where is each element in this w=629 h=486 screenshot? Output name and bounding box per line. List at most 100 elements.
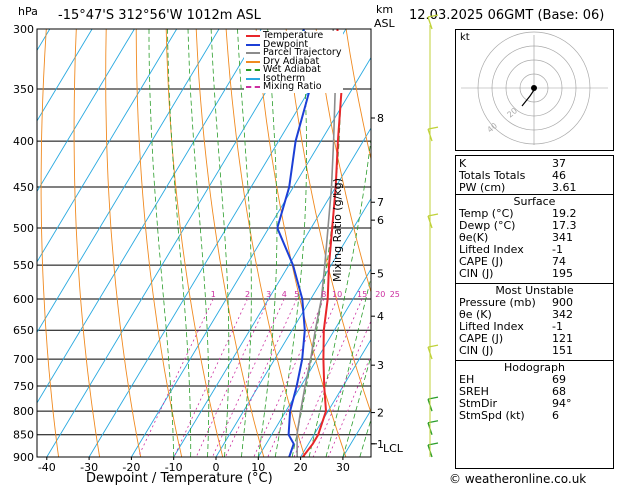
pressure-tick-650: 650 [13, 324, 34, 337]
series-parcel-trajectory [296, 29, 337, 457]
index-label: θe (K) [459, 308, 492, 321]
legend-swatch [246, 43, 260, 46]
x-tick--20: -20 [122, 461, 140, 474]
hodograph-table: EH 69 SREH 68 StmDir 94° StmSpd (kt) 6 [456, 374, 613, 422]
index-row: SREH 68 [456, 386, 613, 398]
mixing-ratio-label-15: 15 [357, 290, 367, 299]
index-value: 68 [552, 385, 566, 398]
wet-adiabat [342, 354, 371, 457]
index-row: Totals Totals 46 [456, 170, 613, 182]
isotherm-10 [257, 268, 371, 457]
dry-adiabat [40, 29, 60, 457]
mixing-ratio-label-2: 2 [245, 290, 250, 299]
index-label: CIN (J) [459, 344, 494, 357]
hodograph-ring-label-40: 40 [486, 121, 500, 134]
index-row: PW (cm) 3.61 [456, 182, 613, 194]
dry-adiabat [255, 29, 347, 457]
legend-swatch [246, 60, 260, 63]
legend-label: Isotherm [263, 72, 306, 84]
km-tick-4: 4 [377, 310, 384, 323]
legend-swatch [246, 86, 260, 89]
isotherm-0 [215, 197, 371, 457]
hodograph-panel: kt 20 40 [455, 29, 614, 151]
pressure-tick-700: 700 [13, 353, 34, 366]
wet-adiabat [237, 29, 252, 457]
index-row: θe(K) 341 [456, 232, 613, 244]
surface-title: Surface [513, 195, 556, 208]
mixing-ratio-line-3 [195, 298, 270, 457]
indices-top-table: K 37 Totals Totals 46 PW (cm) 3.61 [456, 158, 613, 194]
most-unstable-title: Most Unstable [495, 284, 574, 297]
legend-item-dry-adiabat: Dry Adiabat [246, 57, 341, 67]
index-value: 900 [552, 296, 573, 309]
x-tick--40: -40 [38, 461, 56, 474]
index-label: PW (cm) [459, 181, 506, 194]
index-label: Lifted Index [459, 243, 524, 256]
index-row: StmSpd (kt) 6 [456, 410, 613, 422]
dry-adiabat [345, 29, 371, 161]
index-row: EH 69 [456, 374, 613, 386]
mixing-ratio-line-1 [137, 298, 214, 457]
index-value: 342 [552, 308, 573, 321]
index-label: Pressure (mb) [459, 296, 536, 309]
mixing-ratio-label-10: 10 [332, 290, 342, 299]
legend-item-dewpoint: Dewpoint [246, 40, 341, 50]
dry-adiabat [135, 29, 183, 457]
x-tick--10: -10 [165, 461, 183, 474]
pressure-tick-350: 350 [13, 83, 34, 96]
pressure-tick-800: 800 [13, 405, 34, 418]
index-label: StmDir [459, 397, 498, 410]
index-label: SREH [459, 385, 489, 398]
km-tick-1: 1 [377, 438, 384, 451]
surface-table: Temp (°C) 19.2 Dewp (°C) 17.3 θe(K) 341 Lifted… [456, 208, 613, 280]
mixing-ratio-label-25: 25 [390, 290, 400, 299]
indices-panel: K 37 Totals Totals 46 PW (cm) 3.61 Surface Te… [455, 155, 614, 469]
series-temperature [301, 29, 343, 457]
wet-adiabat [325, 275, 371, 457]
x-tick-20: 20 [294, 461, 308, 474]
legend-item-wet-adiabat: Wet Adiabat [246, 64, 341, 75]
km-tick-7: 7 [377, 196, 384, 209]
index-label: CAPE (J) [459, 332, 504, 345]
index-value: 69 [552, 373, 566, 386]
isotherm--60 [37, 29, 220, 334]
index-label: Temp (°C) [459, 207, 514, 220]
copyright: © weatheronline.co.uk [449, 472, 587, 486]
pressure-tick-450: 450 [13, 181, 34, 194]
index-value: 341 [552, 231, 573, 244]
hpa-label: hPa [18, 5, 38, 18]
hodograph-storm-marker [531, 85, 537, 91]
wind-barb [427, 16, 433, 30]
pressure-tick-850: 850 [13, 429, 34, 442]
wet-adiabat [167, 29, 192, 457]
plot-frame [36, 28, 372, 458]
index-row: Temp (°C) 19.2 [456, 208, 613, 220]
x-tick-10: 10 [251, 461, 265, 474]
x-tick-30: 30 [336, 461, 350, 474]
mixing-ratio-line-5 [225, 298, 298, 457]
index-row: StmDir 94° [456, 398, 613, 410]
dry-adiabat [315, 29, 371, 294]
dry-adiabat [73, 29, 101, 457]
wind-barb-flag [427, 14, 439, 18]
km-tick-6: 6 [377, 214, 384, 227]
mixing-ratio-label-8: 8 [321, 290, 326, 299]
index-label: Totals Totals [459, 169, 526, 182]
pressure-tick-400: 400 [13, 135, 34, 148]
legend-swatch [246, 52, 260, 55]
km-tick-3: 3 [377, 359, 384, 372]
index-value: 6 [552, 409, 559, 422]
index-label: StmSpd (kt) [459, 409, 525, 422]
wet-adiabat [148, 29, 175, 457]
x-axis-label: Dewpoint / Temperature (°C) [86, 471, 273, 486]
mixing-ratio-label-5: 5 [294, 290, 299, 299]
index-value: 17.3 [552, 219, 577, 232]
index-row: Pressure (mb) 900 [456, 297, 613, 309]
legend: Temperature Dewpoint Parcel Trajectory Dry … [244, 31, 344, 93]
legend-label: Wet Adiabat [263, 64, 321, 75]
hodograph-kt-label: kt [460, 32, 470, 43]
hodograph-plot: 20 40 [461, 31, 608, 145]
isotherm--80 [37, 29, 135, 193]
wet-adiabat [187, 29, 210, 457]
pressure-tick-550: 550 [13, 259, 34, 272]
